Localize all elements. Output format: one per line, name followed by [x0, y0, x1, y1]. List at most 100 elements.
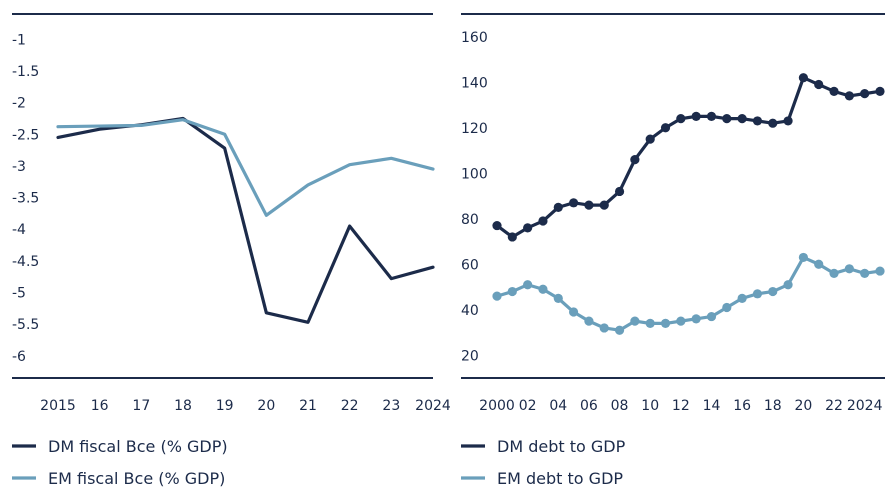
x-tick-label: 08: [611, 398, 629, 414]
x-tick-label: 06: [580, 398, 598, 414]
x-tick-label: 2024: [847, 398, 883, 414]
em-debt-point: [630, 316, 640, 326]
legend-label: EM debt to GDP: [497, 469, 623, 488]
dm-debt-point: [783, 116, 793, 126]
em-debt-point: [768, 286, 778, 297]
dm-debt-point: [768, 118, 778, 128]
dm-fiscal-line: [56, 116, 435, 324]
dm-debt-point: [691, 111, 701, 121]
x-tick-label: 20: [794, 398, 812, 414]
x-tick-label: 18: [174, 398, 192, 414]
em-debt-point: [844, 264, 854, 274]
legend-label: EM fiscal Bce (% GDP): [48, 469, 225, 488]
em-debt-point: [492, 291, 502, 301]
x-tick-label: 18: [764, 398, 782, 414]
dm-debt-point: [614, 186, 625, 197]
em-debt-point: [706, 311, 717, 322]
y-tick-label: -2: [12, 96, 26, 112]
dm-debt-point: [523, 223, 533, 233]
y-tick-label: -3.5: [12, 191, 39, 207]
x-tick-label: 21: [299, 398, 317, 414]
dm-debt-point: [660, 123, 671, 133]
dm-debt-point: [829, 86, 839, 96]
x-tick-label: 22: [341, 398, 359, 414]
em-debt-point: [814, 259, 824, 269]
x-tick-label: 10: [641, 398, 659, 414]
y-tick-label: -4: [12, 222, 26, 238]
x-tick-label: 16: [91, 398, 109, 414]
em-debt-point: [829, 268, 839, 278]
x-tick-label: 17: [132, 398, 150, 414]
x-tick-label: 02: [519, 398, 537, 414]
y-tick-label: -2.5: [12, 127, 39, 143]
em-debt-point: [722, 302, 732, 313]
y-tick-label: 60: [461, 257, 479, 273]
em-debt-point: [875, 266, 885, 276]
dm-debt-point: [676, 114, 686, 124]
dm-debt-point: [584, 200, 594, 210]
dm-debt-point: [722, 114, 732, 124]
em-debt-point: [507, 286, 517, 297]
em-debt-point: [645, 318, 655, 328]
dm-debt-point: [599, 200, 609, 210]
legend-label: DM debt to GDP: [497, 437, 626, 456]
dm-debt-point: [507, 232, 517, 242]
x-tick-label: 23: [382, 398, 400, 414]
x-tick-label: 2000: [479, 398, 515, 414]
y-tick-label: 20: [461, 348, 479, 364]
dm-debt-point: [752, 116, 763, 126]
em-debt-point: [798, 252, 809, 263]
y-tick-label: -5: [12, 286, 26, 302]
x-tick-label: 22: [825, 398, 843, 414]
y-tick-label: -3: [12, 159, 26, 175]
y-tick-label: -5.5: [12, 317, 39, 333]
y-tick-label: 160: [461, 30, 488, 46]
dm-debt-point: [814, 79, 824, 90]
y-tick-label: 100: [461, 166, 488, 182]
legend-label: DM fiscal Bce (% GDP): [48, 437, 228, 456]
dm-debt-point: [798, 73, 809, 83]
em-debt-point: [860, 268, 870, 278]
dm-debt-point: [553, 202, 563, 212]
dm-debt-point: [706, 111, 717, 121]
em-debt-point: [569, 307, 579, 317]
dm-debt-point: [492, 220, 502, 231]
em-debt-point: [691, 314, 701, 324]
x-tick-label: 2015: [40, 398, 76, 414]
right-chart-debt-to-gdp: 20 40 60 80 100 120 140 160 2000 02 04 06 08 10 12 14 16…: [461, 13, 885, 488]
dm-debt-point: [844, 91, 854, 101]
x-tick-label: 19: [216, 398, 234, 414]
em-debt-point: [553, 293, 563, 303]
x-tick-label: 14: [703, 398, 721, 414]
em-debt-point: [538, 284, 548, 294]
em-debt-point: [676, 316, 686, 326]
x-tick-label: 20: [257, 398, 275, 414]
x-tick-label: 2024: [415, 398, 451, 414]
em-debt-point: [599, 323, 609, 333]
y-tick-label: -1: [12, 32, 26, 48]
dm-debt-point: [645, 134, 655, 144]
left-chart-fiscal-balance: -1 -1.5 -2 -2.5 -3 -3.5 -4 -4.5 -5 -5.5 -6 2015 16 17…: [12, 13, 451, 488]
em-debt-point: [660, 318, 671, 328]
em-debt-point: [737, 293, 747, 303]
y-tick-label: -1.5: [12, 64, 39, 80]
y-tick-label: -6: [12, 349, 26, 365]
y-tick-label: 80: [461, 212, 479, 228]
y-tick-label: -4.5: [12, 254, 39, 270]
y-tick-label: 40: [461, 303, 479, 319]
em-debt-point: [752, 289, 763, 299]
em-debt-point: [783, 280, 793, 290]
em-debt-line: [495, 255, 882, 332]
em-debt-point: [523, 280, 533, 290]
dm-debt-point: [737, 114, 747, 124]
dm-debt-point: [569, 198, 579, 208]
x-tick-label: 16: [733, 398, 751, 414]
y-tick-label: 140: [461, 75, 488, 91]
dm-debt-line: [495, 76, 882, 239]
dm-debt-point: [860, 89, 870, 99]
dm-debt-point: [630, 155, 640, 165]
dm-debt-point: [538, 216, 548, 226]
dm-debt-point: [875, 86, 885, 96]
y-tick-label: 120: [461, 121, 488, 137]
